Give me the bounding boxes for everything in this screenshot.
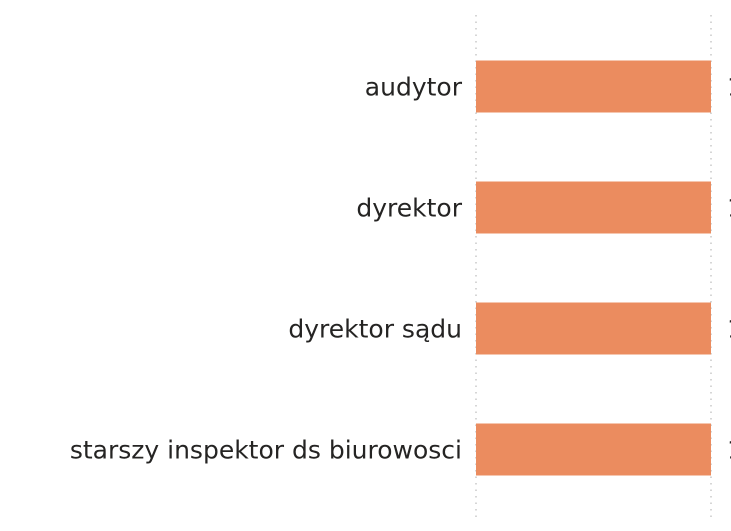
data-label: 1 bbox=[727, 194, 731, 223]
category-label: dyrektor sądu bbox=[288, 315, 462, 344]
category-label: dyrektor bbox=[356, 194, 462, 223]
bar bbox=[476, 423, 711, 476]
category-label: starszy inspektor ds biurowosci bbox=[70, 436, 462, 465]
data-label: 1 bbox=[727, 436, 731, 465]
category-label: audytor bbox=[365, 73, 463, 102]
data-label: 1 bbox=[727, 73, 731, 102]
bar bbox=[476, 302, 711, 355]
data-label: 1 bbox=[727, 315, 731, 344]
bar bbox=[476, 60, 711, 113]
bar bbox=[476, 181, 711, 234]
